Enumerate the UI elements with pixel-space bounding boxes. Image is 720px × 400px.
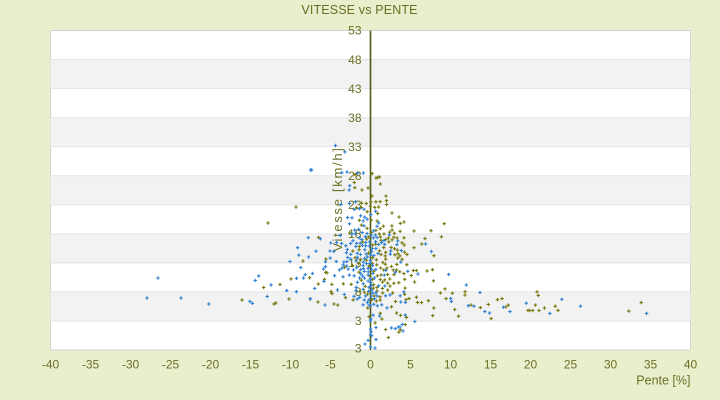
svg-text:3: 3 bbox=[355, 314, 362, 328]
svg-text:40: 40 bbox=[684, 358, 698, 372]
svg-text:35: 35 bbox=[644, 358, 658, 372]
svg-text:5: 5 bbox=[407, 358, 414, 372]
svg-text:Vitesse [km/h]: Vitesse [km/h] bbox=[330, 146, 345, 251]
svg-text:VITESSE vs PENTE: VITESSE vs PENTE bbox=[301, 3, 417, 17]
svg-text:48: 48 bbox=[348, 53, 362, 67]
svg-text:-10: -10 bbox=[282, 358, 300, 372]
svg-text:30: 30 bbox=[604, 358, 618, 372]
svg-text:-5: -5 bbox=[325, 358, 336, 372]
svg-text:53: 53 bbox=[348, 24, 362, 38]
svg-text:8: 8 bbox=[355, 285, 362, 299]
svg-text:Pente [%]: Pente [%] bbox=[636, 373, 690, 387]
svg-text:38: 38 bbox=[348, 111, 362, 125]
svg-text:25: 25 bbox=[564, 358, 578, 372]
svg-text:33: 33 bbox=[348, 140, 362, 154]
svg-text:-25: -25 bbox=[162, 358, 180, 372]
svg-text:0: 0 bbox=[367, 358, 374, 372]
svg-text:20: 20 bbox=[524, 358, 538, 372]
svg-text:3: 3 bbox=[355, 342, 362, 356]
svg-text:-40: -40 bbox=[42, 358, 60, 372]
svg-text:15: 15 bbox=[484, 358, 498, 372]
svg-text:-30: -30 bbox=[122, 358, 140, 372]
svg-text:43: 43 bbox=[348, 82, 362, 96]
svg-text:10: 10 bbox=[444, 358, 458, 372]
svg-text:-35: -35 bbox=[82, 358, 100, 372]
svg-text:-15: -15 bbox=[242, 358, 260, 372]
svg-text:-20: -20 bbox=[202, 358, 220, 372]
